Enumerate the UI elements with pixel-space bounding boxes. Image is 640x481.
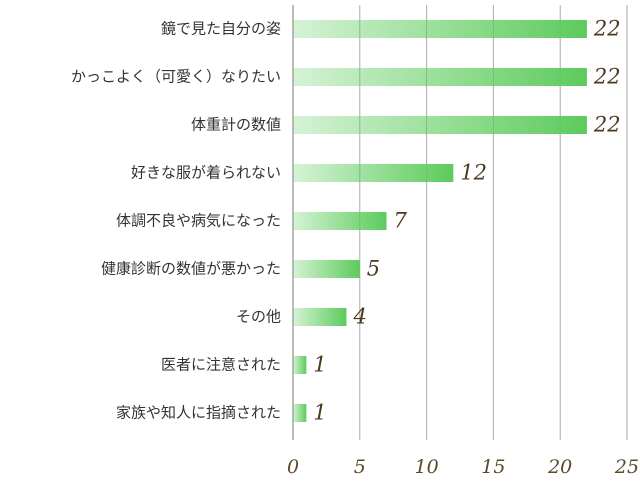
bar <box>293 260 360 278</box>
x-tick-label: 25 <box>614 456 639 478</box>
data-label: 12 <box>460 161 487 185</box>
y-tick-label: 好きな服が着られない <box>131 164 281 182</box>
y-tick-label: 体重計の数値 <box>191 116 281 134</box>
y-tick-label: かっこよく（可愛く）なりたい <box>71 68 281 86</box>
y-tick-label: 健康診断の数値が悪かった <box>101 260 281 278</box>
bar <box>293 116 587 134</box>
x-tick-label: 5 <box>354 456 366 478</box>
data-label: 22 <box>593 113 621 137</box>
bar <box>293 68 587 86</box>
x-tick-label: 0 <box>287 456 299 478</box>
x-tick-label: 15 <box>481 456 505 478</box>
data-label: 1 <box>313 401 326 425</box>
y-tick-label: 鏡で見た自分の姿 <box>161 20 281 38</box>
bar <box>293 212 387 230</box>
data-label: 22 <box>593 17 621 41</box>
data-label: 7 <box>394 209 408 233</box>
data-label: 4 <box>352 305 366 329</box>
data-label: 22 <box>593 65 621 89</box>
bar <box>293 20 587 38</box>
y-tick-label: 家族や知人に指摘された <box>116 404 281 422</box>
bar <box>293 308 347 326</box>
x-tick-label: 10 <box>415 456 439 478</box>
y-tick-label: 医者に注意された <box>161 356 281 374</box>
data-label: 1 <box>313 353 326 377</box>
x-tick-label: 20 <box>547 456 572 478</box>
y-tick-label: 体調不良や病気になった <box>116 212 281 230</box>
bar <box>293 356 307 374</box>
data-label: 5 <box>367 257 380 281</box>
bar <box>293 164 454 182</box>
y-tick-label: その他 <box>236 308 281 326</box>
bar <box>293 404 307 422</box>
